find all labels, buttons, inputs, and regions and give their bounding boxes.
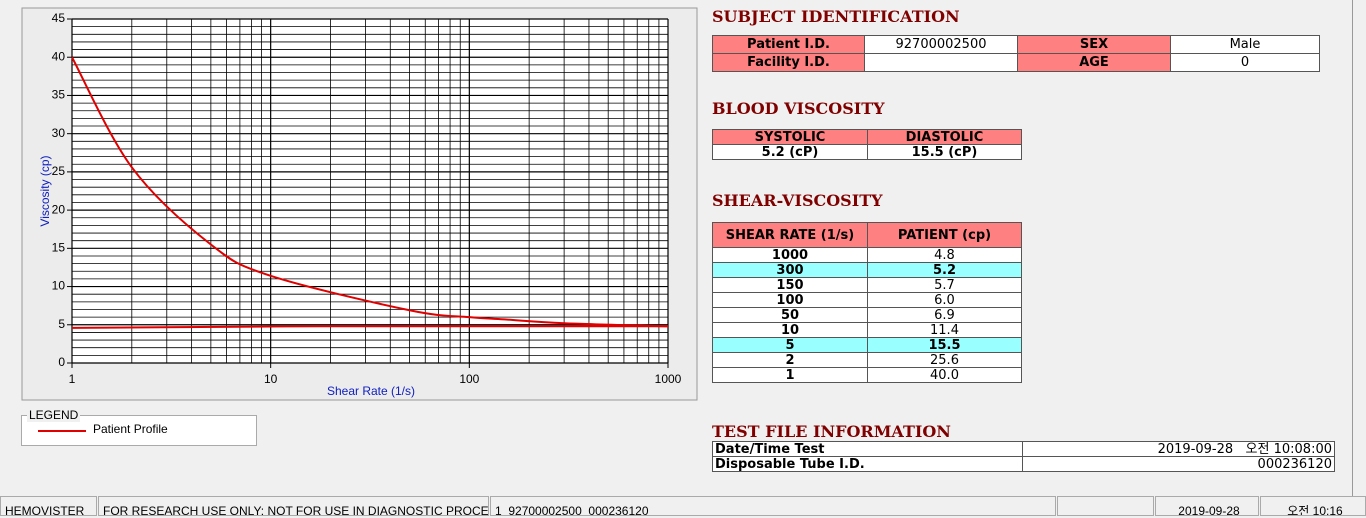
value: 15.5 (cP) [867,144,1022,160]
value: 92700002500 [864,35,1018,54]
section-title: SUBJECT IDENTIFICATION [712,7,960,26]
y-tick-label: 5 [58,317,65,331]
data-line [71,56,669,328]
value: Male [1170,35,1320,54]
y-tick-label: 10 [52,279,66,293]
viscosity: 5.7 [867,277,1022,293]
table-row: 10 11.4 [712,322,1022,338]
status-bar: HEMOVISTER FOR RESEARCH USE ONLY: NOT FO… [0,496,1366,518]
legend-entry: Patient Profile [93,422,168,436]
label: Facility I.D. [712,53,865,72]
table-row: 2 25.6 [712,352,1022,368]
x-axis-label: Shear Rate (1/s) [327,384,415,398]
status-cell [1057,496,1154,516]
chart: 0 5 10 15 20 25 30 35 40 45 1 10 100 1000 Shear Rate … [21,7,698,401]
status-cell: 오전 10:16 [1260,496,1366,516]
y-tick-label: 35 [52,88,66,102]
table-row: 50 6.9 [712,307,1022,323]
y-tick-label: 20 [52,202,66,216]
shear-table: SHEAR RATE (1/s) PATIENT (cp) 1000 4.8 300 5… [712,222,1022,383]
y-axis-label: Viscosity (cp) [38,155,52,226]
label: SEX [1017,35,1171,54]
data-line [71,325,669,329]
shear-rate: 2 [712,352,868,368]
y-tick-label: 40 [52,49,66,63]
value: 5.2 (cP) [712,144,868,160]
header: SYSTOLIC [712,129,868,145]
status-cell: FOR RESEARCH USE ONLY: NOT FOR USE IN DI… [98,496,489,516]
shear-rate: 5 [712,337,868,353]
viscosity: 25.6 [867,352,1022,368]
value: 2019-09-28 오전 10:08:00 [1022,441,1335,457]
viscosity: 6.0 [867,292,1022,308]
section-title: TEST FILE INFORMATION [712,422,951,441]
section-title: SHEAR-VISCOSITY [712,191,883,210]
shear-rate: 10 [712,322,868,338]
shear-rate: 150 [712,277,868,293]
blood-table: SYSTOLIC DIASTOLIC 5.2 (cP) 15.5 (cP) [712,129,1022,160]
label: Disposable Tube I.D. [712,456,1023,472]
status-cell: HEMOVISTER [0,496,97,516]
status-cell: 1 92700002500 000236120 [490,496,1056,516]
legend-swatch [38,430,86,432]
test-file-table: Date/Time Test 2019-09-28 오전 10:08:00 Dis… [712,441,1335,472]
shear-rate: 1000 [712,247,868,263]
y-tick-label: 0 [58,355,65,369]
value: 000236120 [1022,456,1335,472]
x-tick-label: 1 [69,372,76,386]
header: SHEAR RATE (1/s) [712,222,868,248]
shear-rate: 50 [712,307,868,323]
section-title: BLOOD VISCOSITY [712,99,885,118]
label: Date/Time Test [712,441,1023,457]
subject-table: Patient I.D. 92700002500 SEX Male Facility … [712,35,1320,72]
viscosity: 4.8 [867,247,1022,263]
shear-rate: 1 [712,367,868,383]
value [864,53,1018,72]
viscosity: 5.2 [867,262,1022,278]
viscosity: 6.9 [867,307,1022,323]
table-row: 150 5.7 [712,277,1022,293]
shear-rate: 100 [712,292,868,308]
y-tick-label: 15 [52,241,66,255]
viscosity: 40.0 [867,367,1022,383]
header: DIASTOLIC [867,129,1022,145]
label: Patient I.D. [712,35,865,54]
y-tick-label: 30 [52,126,66,140]
label: AGE [1017,53,1171,72]
table-row: 300 5.2 [712,262,1022,278]
x-tick-label: 10 [264,372,278,386]
x-tick-label: 1000 [655,372,682,386]
shear-rate: 300 [712,262,868,278]
x-tick-label: 100 [459,372,479,386]
viscosity: 15.5 [867,337,1022,353]
table-row: 100 6.0 [712,292,1022,308]
viscosity: 11.4 [867,322,1022,338]
header: PATIENT (cp) [867,222,1022,248]
plot-area [72,19,668,363]
table-row: 1000 4.8 [712,247,1022,263]
window-edge [1352,0,1353,496]
y-tick-label: 45 [52,11,66,25]
status-cell: 2019-09-28 [1155,496,1259,516]
y-tick-label: 25 [52,164,66,178]
legend-title: LEGEND [27,408,81,422]
value: 0 [1170,53,1320,72]
table-row: 5 15.5 [712,337,1022,353]
table-row: 1 40.0 [712,367,1022,383]
